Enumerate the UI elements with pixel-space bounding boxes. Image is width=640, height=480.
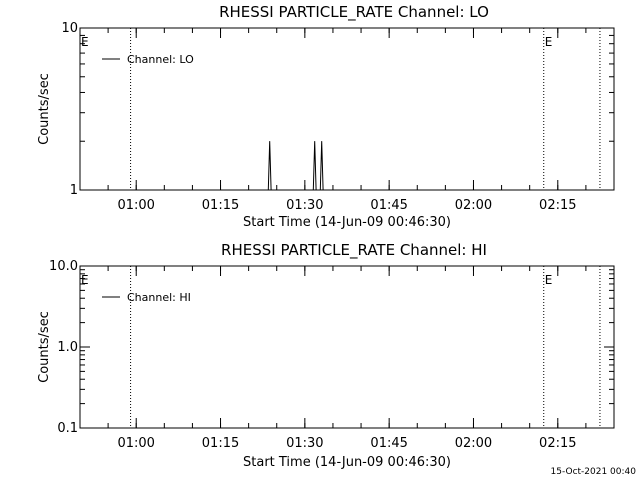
x-tick-label: 02:15 xyxy=(539,198,576,213)
x-tick-label: 01:45 xyxy=(370,436,407,451)
x-axis-label: Start Time (14-Jun-09 00:46:30) xyxy=(243,455,451,470)
vertical-marker-label: E xyxy=(545,35,553,49)
y-tick-label: 1.0 xyxy=(57,340,78,355)
footer-timestamp: 15-Oct-2021 00:40 xyxy=(551,467,637,477)
y-axis-label: Counts/sec xyxy=(37,73,52,145)
series-line xyxy=(319,141,324,191)
legend-entry: Channel: LO xyxy=(127,53,194,66)
y-tick-label: 10.0 xyxy=(49,259,78,274)
chart-title: RHESSI PARTICLE_RATE Channel: LO xyxy=(219,3,489,22)
x-tick-label: 02:00 xyxy=(455,198,492,213)
y-tick-label: 1 xyxy=(70,183,78,198)
x-tick-label: 01:00 xyxy=(117,198,154,213)
x-tick-label: 01:30 xyxy=(286,198,323,213)
y-axis-label: Counts/sec xyxy=(37,311,52,383)
panel-hi: RHESSI PARTICLE_RATE Channel: HI 0.1 1.0 10… xyxy=(37,241,615,470)
x-tick-label: 01:00 xyxy=(117,436,154,451)
chart-title: RHESSI PARTICLE_RATE Channel: HI xyxy=(221,241,487,260)
y-tick-label: 0.1 xyxy=(57,421,78,436)
vertical-marker-label: E xyxy=(81,35,89,49)
vertical-marker-label: E xyxy=(81,273,89,287)
series-line xyxy=(312,141,317,191)
x-tick-label: 01:45 xyxy=(370,198,407,213)
x-tick-label: 01:30 xyxy=(286,436,323,451)
plot-frame xyxy=(79,27,615,191)
legend-entry: Channel: HI xyxy=(127,291,191,304)
x-tick-label: 02:00 xyxy=(455,436,492,451)
x-tick-label: 01:15 xyxy=(202,198,239,213)
x-tick-label: 01:15 xyxy=(202,436,239,451)
panel-lo: RHESSI PARTICLE_RATE Channel: LO 1 10 01:00… xyxy=(37,3,615,230)
vertical-marker-label: E xyxy=(545,273,553,287)
y-tick-label: 10 xyxy=(61,21,78,36)
x-tick-label: 02:15 xyxy=(539,436,576,451)
series-line xyxy=(267,141,272,191)
x-axis-label: Start Time (14-Jun-09 00:46:30) xyxy=(243,215,451,230)
